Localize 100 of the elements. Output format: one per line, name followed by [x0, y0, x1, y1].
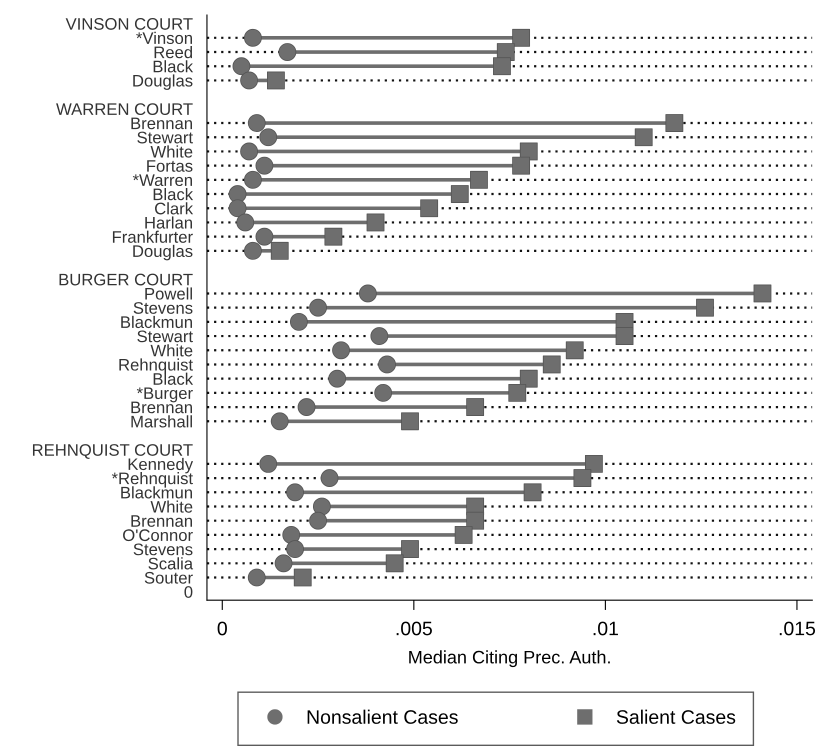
- point: [366, 214, 384, 232]
- x-axis-title: Median Citing Prec. Auth.: [409, 650, 610, 668]
- y-tick-label: *Warren: [132, 174, 192, 186]
- point: [466, 512, 484, 530]
- y-tick-label: Frankfurter: [112, 230, 193, 243]
- point: [274, 554, 292, 572]
- point: [328, 370, 346, 388]
- point: [386, 554, 404, 572]
- point: [420, 199, 438, 218]
- point: [566, 341, 584, 360]
- y-tick-label: Black: [154, 188, 194, 200]
- point: [244, 242, 262, 260]
- legend-label: Salient Cases: [616, 710, 736, 724]
- point: [294, 568, 312, 586]
- point: [255, 156, 274, 175]
- y-tick-label: WARREN COURT: [56, 103, 193, 116]
- x-tick-label: .01: [594, 622, 618, 636]
- y-tick-label: VINSON COURT: [66, 18, 193, 30]
- y-tick-label: Souter: [144, 572, 193, 584]
- point: [320, 469, 338, 488]
- y-tick-label: Marshall: [131, 415, 192, 428]
- y-tick-label: O'Connor: [123, 529, 193, 542]
- y-tick-label: Clark: [155, 202, 194, 214]
- point: [508, 384, 526, 402]
- y-tick-label: Fortas: [147, 160, 192, 172]
- y-tick-label: Blackmun: [121, 316, 192, 328]
- y-tick-label: 0: [184, 586, 192, 598]
- y-tick-label: Brennan: [131, 118, 192, 130]
- point: [236, 214, 254, 232]
- point: [665, 114, 684, 132]
- point: [270, 412, 289, 430]
- point: [470, 170, 488, 189]
- point: [520, 370, 538, 388]
- point: [324, 228, 342, 246]
- point: [312, 498, 331, 516]
- point: [401, 412, 419, 430]
- point: [401, 540, 419, 558]
- point: [282, 526, 300, 544]
- y-tick-label: Stevens: [134, 302, 192, 314]
- y-tick-label: Brennan: [131, 515, 192, 527]
- point: [378, 356, 396, 374]
- point: [358, 284, 377, 302]
- y-tick-label: White: [150, 145, 192, 158]
- point: [259, 454, 278, 473]
- point: [370, 327, 388, 345]
- point: [309, 512, 327, 530]
- y-tick-label: Black: [154, 372, 194, 385]
- y-tick-label: Kennedy: [128, 458, 194, 474]
- point: [286, 540, 304, 558]
- y-tick-label: Brennan: [131, 402, 192, 414]
- y-tick-label: White: [150, 500, 192, 513]
- point: [290, 312, 308, 331]
- y-tick-label: BURGER COURT: [60, 274, 193, 286]
- point: [240, 142, 258, 160]
- y-tick-label: *Burger: [136, 387, 193, 402]
- point: [524, 483, 542, 502]
- point: [454, 526, 473, 544]
- x-tick-label: .015: [780, 622, 816, 636]
- y-tick-label: Scalia: [148, 557, 194, 570]
- y-tick-label: Black: [154, 60, 194, 72]
- point: [374, 384, 392, 402]
- y-tick-label: Rehnquist: [119, 358, 193, 374]
- y-tick-label: Douglas: [133, 74, 192, 90]
- point: [542, 356, 561, 374]
- point: [244, 28, 262, 47]
- y-tick-label: *Rehnquist: [112, 472, 193, 488]
- y-tick-label: Stevens: [134, 544, 192, 556]
- point: [309, 298, 327, 317]
- point: [232, 57, 250, 76]
- point: [696, 298, 714, 317]
- point: [754, 284, 772, 302]
- point: [248, 568, 266, 586]
- point: [286, 483, 304, 502]
- point: [298, 398, 316, 416]
- point: [466, 398, 484, 416]
- y-tick-label: Blackmun: [121, 486, 192, 498]
- point: [259, 128, 278, 146]
- point: [228, 199, 247, 218]
- legend-label: Nonsalient Cases: [308, 710, 458, 724]
- point: [616, 327, 634, 345]
- point: [512, 28, 530, 47]
- point: [270, 242, 289, 260]
- point: [248, 114, 266, 132]
- y-tick-label: Harlan: [145, 216, 192, 229]
- x-tick-label: 0: [218, 622, 227, 636]
- point: [278, 43, 296, 61]
- point: [634, 128, 653, 146]
- y-tick-label: Stewart: [137, 330, 193, 342]
- x-tick-label: .005: [396, 622, 432, 636]
- point: [240, 72, 258, 90]
- point: [512, 156, 530, 175]
- y-tick-label: White: [150, 344, 192, 356]
- point: [450, 185, 469, 203]
- y-tick-label: Douglas: [133, 244, 192, 260]
- point: [493, 57, 511, 76]
- point: [584, 454, 603, 473]
- y-tick-label: REHNQUIST COURT: [32, 444, 193, 459]
- point: [255, 228, 274, 246]
- y-tick-label: Reed: [154, 46, 192, 58]
- point: [573, 469, 592, 488]
